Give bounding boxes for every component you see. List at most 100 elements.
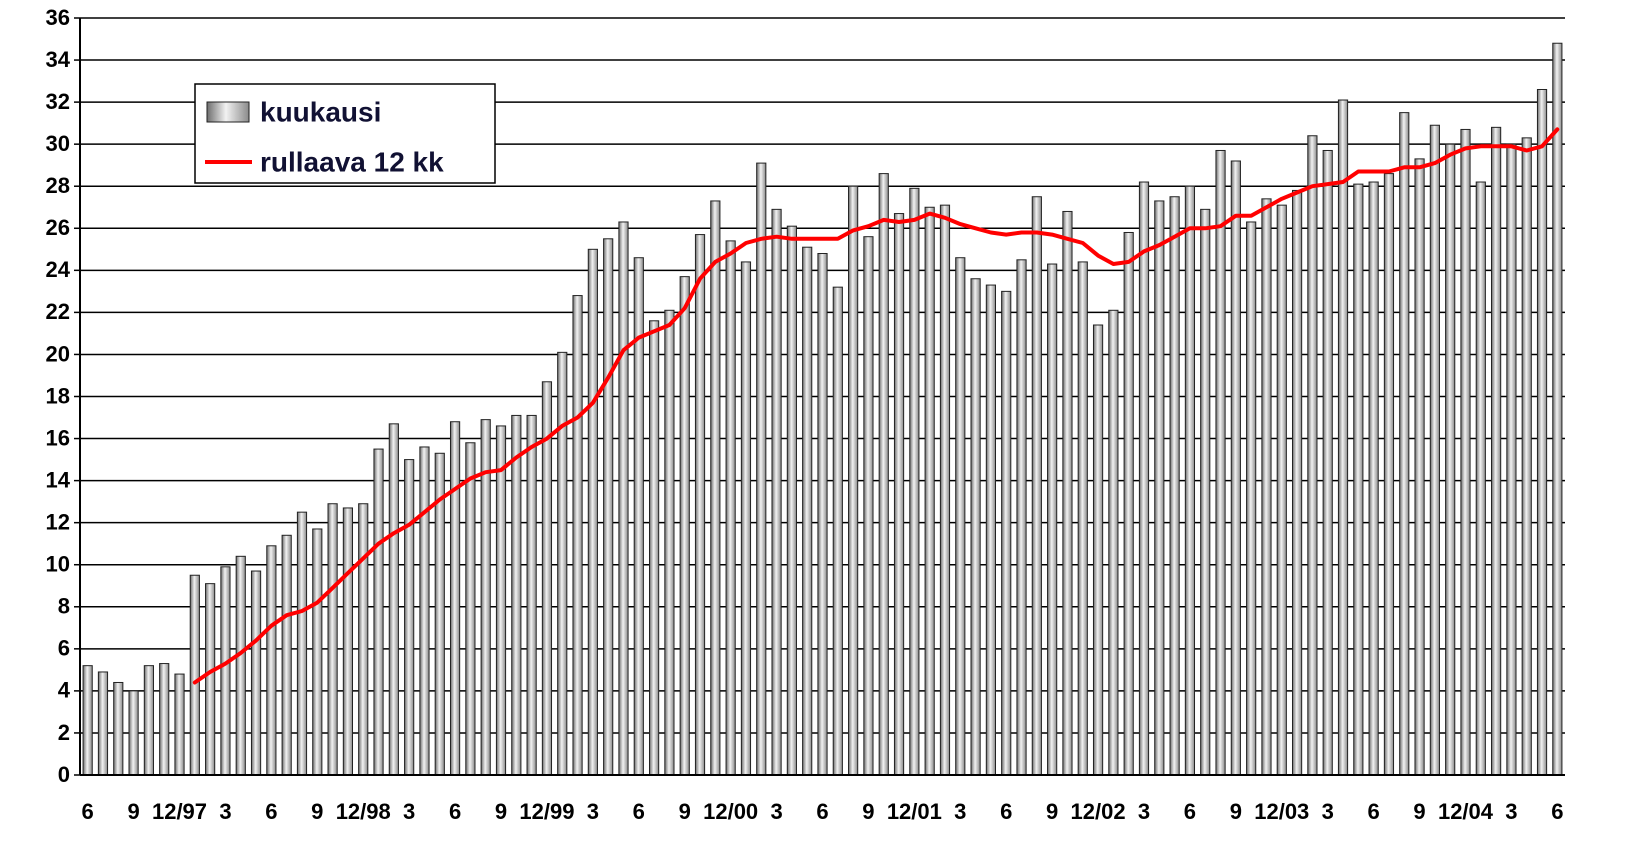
bar	[1031, 196, 1042, 776]
x-tick-label: 9	[311, 799, 323, 824]
x-tick-label: 6	[633, 799, 645, 824]
bar	[296, 511, 308, 776]
bar	[159, 663, 170, 776]
x-tick-label: 12/03	[1254, 799, 1309, 824]
y-tick-label: 36	[46, 5, 70, 30]
x-tick-label: 12/02	[1071, 799, 1126, 824]
bar	[1414, 158, 1425, 776]
bar	[985, 284, 996, 776]
bar	[557, 351, 568, 776]
bar	[924, 206, 935, 776]
bar	[863, 236, 874, 776]
bar	[603, 238, 614, 776]
bar	[802, 246, 813, 776]
y-tick-label: 0	[58, 762, 70, 787]
bar	[526, 414, 537, 776]
bar	[1246, 221, 1257, 776]
bar	[1138, 181, 1150, 776]
bar	[373, 448, 384, 776]
legend-box	[194, 83, 496, 184]
x-tick-label: 6	[1368, 799, 1380, 824]
bar	[1368, 181, 1379, 776]
x-tick-label: 12/97	[152, 799, 207, 824]
x-tick-label: 6	[82, 799, 94, 824]
bar	[1001, 290, 1012, 776]
bar	[404, 459, 415, 776]
legend-label: rullaava 12 kk	[260, 146, 444, 177]
legend-swatch	[206, 101, 250, 123]
bar	[817, 253, 828, 776]
x-tick-label: 3	[770, 799, 782, 824]
bar	[939, 204, 951, 776]
y-tick-label: 8	[58, 594, 70, 619]
x-tick-label: 6	[1551, 799, 1563, 824]
bar	[327, 503, 338, 776]
bar	[235, 555, 246, 776]
bar	[664, 309, 675, 776]
bar	[1491, 126, 1502, 776]
x-tick-label: 3	[1138, 799, 1150, 824]
bar	[1383, 173, 1395, 776]
y-tick-label: 16	[46, 425, 70, 450]
bar	[1077, 261, 1088, 776]
bar	[1200, 208, 1211, 776]
x-tick-label: 3	[1505, 799, 1517, 824]
bar	[649, 320, 660, 776]
y-tick-label: 14	[46, 467, 71, 492]
x-tick-label: 6	[265, 799, 277, 824]
bar	[1291, 189, 1303, 776]
y-tick-label: 10	[46, 552, 70, 577]
bar	[1322, 149, 1333, 776]
bar	[1215, 149, 1226, 776]
bar	[1307, 135, 1318, 776]
x-tick-label: 9	[1046, 799, 1058, 824]
bar	[1092, 324, 1104, 776]
bar	[358, 503, 369, 776]
y-tick-label: 30	[46, 131, 70, 156]
bar	[970, 278, 981, 776]
bar	[756, 162, 767, 776]
bar	[909, 187, 920, 776]
bar	[694, 234, 706, 776]
bar	[710, 200, 721, 776]
bar	[1047, 263, 1058, 776]
bar	[143, 665, 154, 776]
bar	[312, 528, 323, 776]
line	[192, 127, 1560, 685]
bar	[113, 681, 124, 776]
bar	[786, 225, 797, 776]
bar	[740, 261, 752, 776]
bar	[449, 421, 461, 776]
bar	[893, 213, 905, 776]
bar	[1506, 143, 1517, 776]
bar	[82, 665, 93, 776]
x-tick-label: 3	[219, 799, 231, 824]
bar	[495, 425, 507, 776]
x-tick-label: 3	[587, 799, 599, 824]
bar	[1184, 185, 1196, 776]
bar	[220, 566, 231, 776]
legend-label: kuukausi	[260, 96, 381, 127]
bar	[679, 276, 690, 776]
x-tick-label: 12/01	[887, 799, 942, 824]
bar	[174, 673, 185, 776]
bars	[82, 42, 1563, 776]
y-tick-label: 22	[46, 299, 70, 324]
bar	[250, 570, 262, 776]
y-tick-label: 4	[58, 678, 71, 703]
bar	[1445, 143, 1456, 776]
x-tick-label: 12/99	[519, 799, 574, 824]
bar	[1276, 204, 1287, 776]
y-tick-label: 20	[46, 341, 70, 366]
x-tick-label: 6	[449, 799, 461, 824]
bar	[1353, 183, 1364, 776]
x-tick-label: 9	[1413, 799, 1425, 824]
bar	[419, 446, 430, 776]
bar	[955, 257, 966, 776]
y-tick-label: 24	[46, 257, 71, 282]
bar	[572, 295, 583, 776]
x-tick-label: 3	[403, 799, 415, 824]
x-tick-label: 6	[816, 799, 828, 824]
bar	[1154, 200, 1165, 776]
